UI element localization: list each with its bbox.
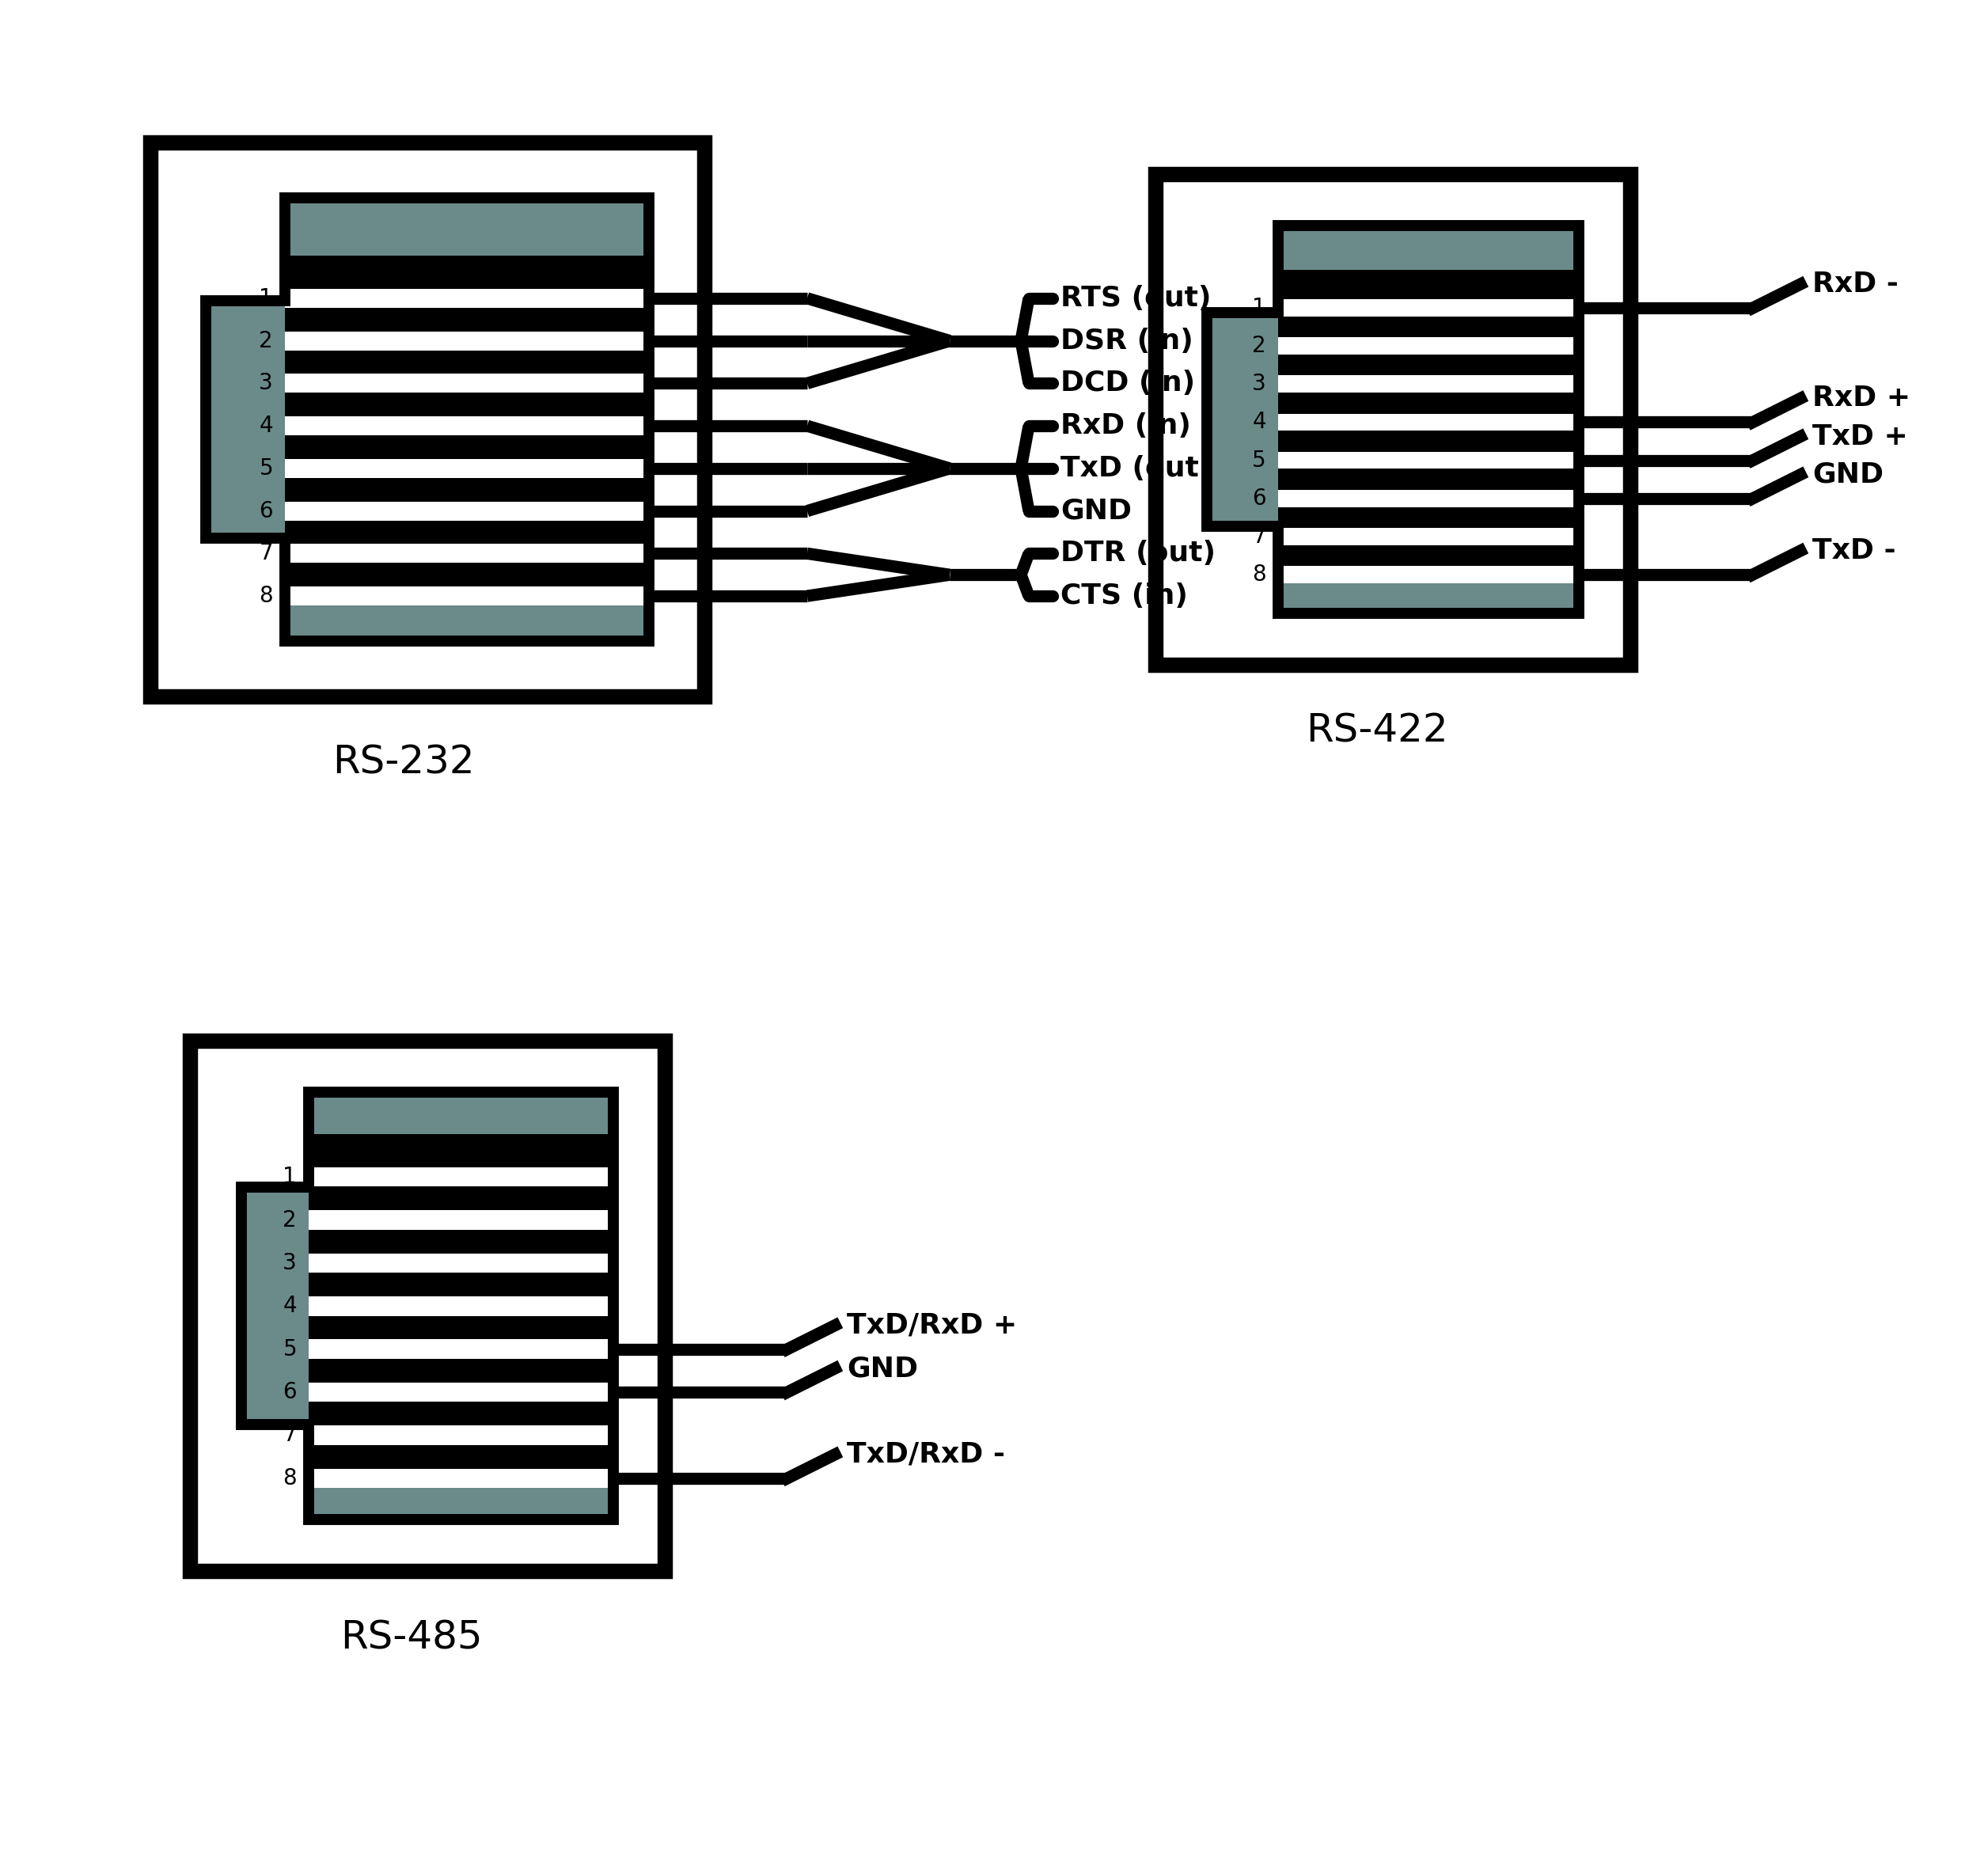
Bar <box>284 332 648 350</box>
Bar <box>1278 376 1578 393</box>
Bar <box>284 289 648 307</box>
Bar <box>1278 490 1578 507</box>
Bar <box>1207 225 1278 313</box>
Text: 7: 7 <box>282 1423 296 1446</box>
Text: RS-422: RS-422 <box>1306 712 1447 751</box>
Bar <box>241 1092 308 1187</box>
Text: 2: 2 <box>282 1209 296 1231</box>
Bar <box>284 596 648 641</box>
Text: 5: 5 <box>1252 449 1266 471</box>
Text: 3: 3 <box>1252 373 1266 395</box>
Text: TxD (out): TxD (out) <box>1060 455 1213 483</box>
Bar <box>1278 300 1578 317</box>
Text: 8: 8 <box>282 1468 296 1489</box>
Bar <box>308 1425 614 1446</box>
Text: 6: 6 <box>258 499 272 522</box>
Text: 3: 3 <box>258 373 272 395</box>
Bar <box>241 1092 614 1520</box>
Text: 3: 3 <box>282 1252 296 1274</box>
Text: TxD/RxD +: TxD/RxD + <box>847 1312 1018 1339</box>
Text: GND: GND <box>1060 497 1131 524</box>
Bar <box>1155 173 1630 665</box>
Bar <box>284 415 648 436</box>
Text: 4: 4 <box>258 415 272 438</box>
Text: 2: 2 <box>258 330 272 352</box>
Bar <box>191 1041 664 1571</box>
Text: 1: 1 <box>258 287 272 309</box>
Text: RS-232: RS-232 <box>332 743 475 782</box>
Bar <box>284 501 648 520</box>
Text: 5: 5 <box>282 1338 296 1360</box>
Text: RxD (in): RxD (in) <box>1060 412 1191 440</box>
Text: 1: 1 <box>282 1166 296 1189</box>
Bar <box>284 255 648 596</box>
Bar <box>1278 225 1578 270</box>
Bar <box>1207 525 1278 615</box>
Text: 2: 2 <box>1252 335 1266 358</box>
Bar <box>308 1382 614 1401</box>
Bar <box>308 1339 614 1358</box>
Bar <box>284 374 648 393</box>
Bar <box>308 1297 614 1315</box>
Text: GND: GND <box>847 1354 918 1382</box>
Bar <box>1278 270 1578 574</box>
Text: 4: 4 <box>282 1295 296 1317</box>
Polygon shape <box>241 1092 614 1520</box>
Bar <box>308 1468 614 1489</box>
Text: RS-485: RS-485 <box>340 1619 483 1656</box>
Bar <box>151 142 704 697</box>
Bar <box>1278 566 1578 583</box>
Bar <box>1278 574 1578 613</box>
Text: DTR (out): DTR (out) <box>1060 540 1215 566</box>
Bar <box>1278 414 1578 430</box>
Bar <box>207 197 648 641</box>
Text: TxD/RxD -: TxD/RxD - <box>847 1440 1006 1468</box>
Bar <box>1278 527 1578 546</box>
Text: GND: GND <box>1813 462 1883 488</box>
Bar <box>284 458 648 479</box>
Text: 6: 6 <box>1252 488 1266 509</box>
Text: 5: 5 <box>258 456 272 479</box>
Text: DCD (in): DCD (in) <box>1060 371 1195 397</box>
Text: RTS (out): RTS (out) <box>1060 285 1211 311</box>
Text: 4: 4 <box>1252 412 1266 434</box>
Text: TxD -: TxD - <box>1813 537 1897 564</box>
Polygon shape <box>1207 225 1578 613</box>
Text: RxD +: RxD + <box>1813 386 1910 412</box>
Bar <box>1207 225 1578 613</box>
Bar <box>1278 451 1578 469</box>
Bar <box>308 1168 614 1187</box>
Bar <box>308 1135 614 1477</box>
Bar <box>241 1425 308 1520</box>
Text: CTS (in): CTS (in) <box>1060 583 1187 609</box>
Bar <box>284 197 648 255</box>
Text: 7: 7 <box>1252 525 1266 548</box>
Text: DSR (in): DSR (in) <box>1060 328 1193 354</box>
Text: 8: 8 <box>1252 563 1266 585</box>
Text: RxD -: RxD - <box>1813 270 1899 298</box>
Text: 8: 8 <box>258 585 272 607</box>
Bar <box>1278 337 1578 354</box>
Polygon shape <box>207 197 648 641</box>
Bar <box>308 1092 614 1135</box>
Bar <box>205 197 284 300</box>
Bar <box>284 544 648 563</box>
Bar <box>308 1211 614 1230</box>
Text: TxD +: TxD + <box>1813 423 1908 451</box>
Bar <box>308 1477 614 1520</box>
Text: 7: 7 <box>258 542 272 564</box>
Bar <box>308 1254 614 1272</box>
Bar <box>205 538 284 643</box>
Bar <box>284 587 648 605</box>
Text: 1: 1 <box>1252 296 1266 319</box>
Text: 6: 6 <box>282 1380 296 1403</box>
